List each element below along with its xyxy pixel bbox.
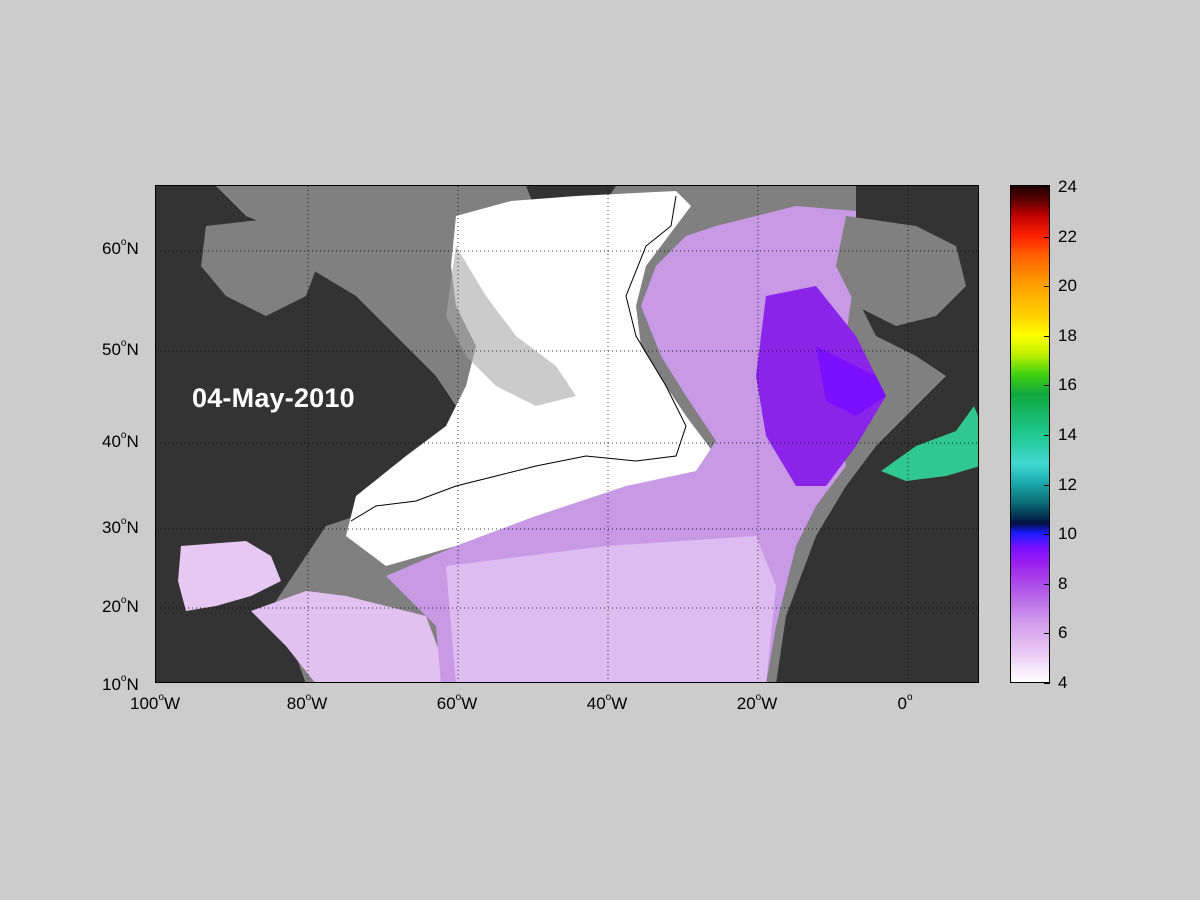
lat-tick-label: 60oN [102,237,139,258]
colorbar-tick-label: 12 [1058,474,1077,494]
colorbar-tick-label: 14 [1058,425,1077,444]
lon-tick-label: 100oW [130,692,180,713]
colorbar-tick-label: 22 [1058,226,1077,246]
colorbar-tick-mark [1044,286,1050,288]
colorbar-tick-label: 16 [1058,375,1077,395]
colorbar-tick-mark [1044,385,1050,387]
hudson-bay [201,216,321,316]
lat-tick-label: 10oN [102,673,139,694]
bay-of-biscay [816,346,886,416]
colorbar-tick-mark [1044,633,1050,635]
colorbar-tick-label: 4 [1058,673,1068,692]
lat-tick-label: 30oN [102,516,139,537]
colorbar-tick-label: 10 [1058,524,1077,544]
north-sea-shelf [836,216,966,326]
caribbean-sea [251,591,441,682]
subtropical-band [446,536,776,682]
lat-tick-label: 50oN [102,338,139,359]
central-america-land [156,606,306,682]
lon-tick-label: 0o [897,692,913,713]
colorbar-tick-mark [1044,683,1050,684]
lon-tick-label: 20oW [736,692,778,713]
colorbar-tick-mark [1044,335,1050,337]
colorbar-tick-label: 18 [1058,325,1077,345]
colorbar-tick-mark [1044,534,1050,536]
colorbar-tick-mark [1044,583,1050,585]
map-panel [155,185,979,683]
graticule [156,186,978,682]
mediterranean-sea [881,406,978,481]
colorbar [1010,185,1050,683]
lon-tick-label: 80oW [286,692,328,713]
colorbar-tick-mark [1044,484,1050,486]
date-label: 04-May-2010 [192,383,355,413]
lon-tick-label: 60oW [436,692,478,713]
colorbar-tick-mark [1044,236,1050,238]
colorbar-tick-label: 6 [1058,623,1068,643]
lon-tick-label: 40oW [586,692,628,713]
colorbar-tick-mark [1044,187,1050,188]
labrador-shelf [446,246,576,406]
lat-tick-label: 40oN [102,430,139,451]
gulf-of-mexico [178,541,281,611]
iceland [676,191,756,221]
temperature-contour [350,195,687,522]
colorbar-tick-label: 20 [1058,276,1077,296]
lat-tick-label: 20oN [102,595,139,616]
east-atlantic-warm-band [756,286,886,486]
colorbar-tick-mark [1044,435,1050,436]
colorbar-tick-label: 24 [1058,177,1077,196]
ocean-map [156,186,978,682]
colorbar-tick-label: 8 [1058,573,1068,593]
